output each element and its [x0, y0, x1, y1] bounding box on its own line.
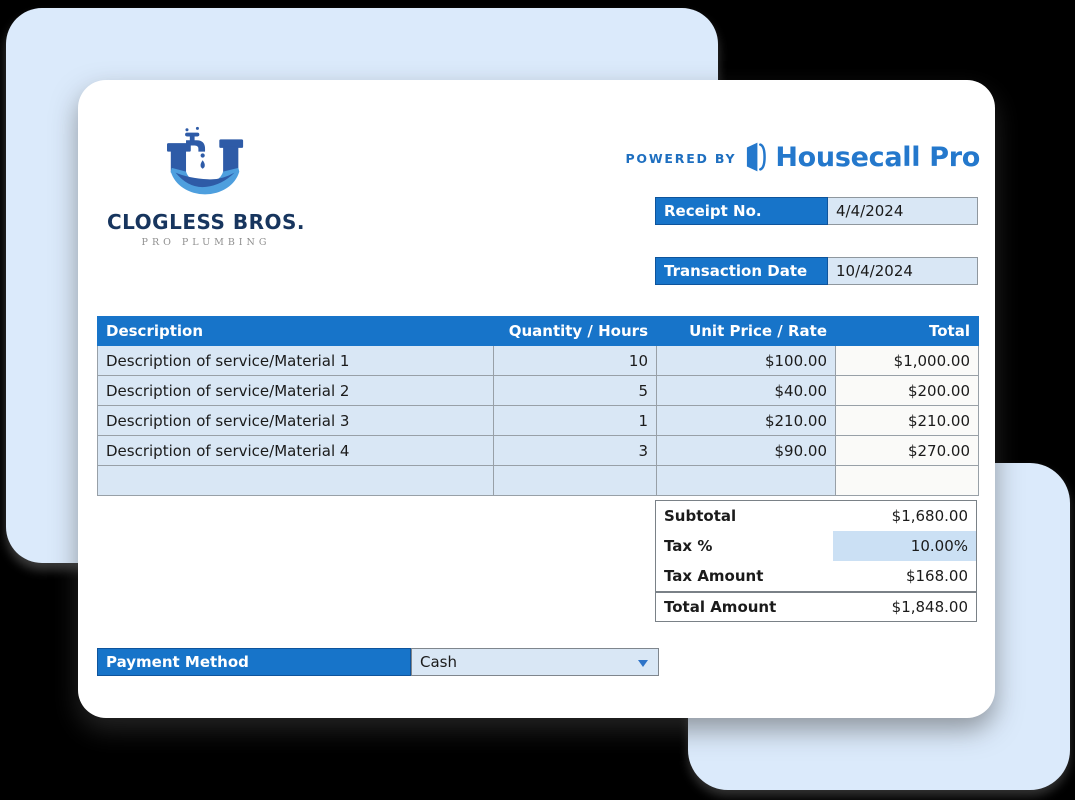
tax-percent-label: Tax %: [664, 537, 713, 555]
cell-description[interactable]: [97, 465, 494, 496]
transaction-date-row: Transaction Date 10/4/2024: [655, 257, 978, 285]
cell-total[interactable]: $210.00: [835, 405, 979, 436]
table-row: Description of service/Material 4 3 $90.…: [97, 435, 979, 466]
company-logo: CLOGLESS BROS. PRO PLUMBING: [100, 126, 312, 248]
cell-description[interactable]: Description of service/Material 2: [97, 375, 494, 406]
cell-quantity[interactable]: 3: [493, 435, 657, 466]
door-icon: [747, 142, 767, 172]
payment-method-dropdown[interactable]: Cash: [411, 648, 659, 676]
header-description: Description: [97, 316, 494, 346]
cell-unit-price[interactable]: [656, 465, 836, 496]
cell-unit-price[interactable]: $100.00: [656, 345, 836, 376]
cell-quantity[interactable]: 1: [493, 405, 657, 436]
powered-by-badge: POWERED BY Housecall Pro: [625, 140, 980, 174]
chevron-down-icon[interactable]: [638, 660, 648, 667]
tax-amount-row: Tax Amount $168.00: [656, 561, 976, 591]
cell-total[interactable]: $1,000.00: [835, 345, 979, 376]
receipt-number-value[interactable]: 4/4/2024: [828, 197, 978, 225]
company-name: CLOGLESS BROS.: [106, 210, 306, 234]
company-tagline: PRO PLUMBING: [141, 237, 271, 248]
powered-by-label: POWERED BY: [625, 151, 737, 166]
cell-unit-price[interactable]: $210.00: [656, 405, 836, 436]
cell-quantity[interactable]: 5: [493, 375, 657, 406]
cell-total[interactable]: $270.00: [835, 435, 979, 466]
transaction-date-label: Transaction Date: [655, 257, 828, 285]
subtotal-label: Subtotal: [664, 507, 737, 525]
total-amount-value: $1,848.00: [891, 598, 968, 616]
subtotal-row: Subtotal $1,680.00: [656, 501, 976, 531]
table-header-row: Description Quantity / Hours Unit Price …: [97, 316, 979, 346]
total-amount-label: Total Amount: [664, 598, 777, 616]
table-row-empty: [97, 465, 979, 496]
subtotal-value: $1,680.00: [891, 507, 968, 525]
cell-quantity[interactable]: 10: [493, 345, 657, 376]
cell-unit-price[interactable]: $90.00: [656, 435, 836, 466]
cell-quantity[interactable]: [493, 465, 657, 496]
header-quantity: Quantity / Hours: [493, 316, 657, 346]
u-pipe-faucet-icon: [167, 126, 244, 195]
line-items-table: Description Quantity / Hours Unit Price …: [97, 316, 979, 496]
summary-box: Subtotal $1,680.00 Tax % 10.00% Tax Amou…: [655, 500, 977, 622]
receipt-number-row: Receipt No. 4/4/2024: [655, 197, 978, 225]
tax-percent-row: Tax % 10.00%: [656, 531, 976, 561]
header-total: Total: [835, 316, 979, 346]
table-row: Description of service/Material 1 10 $10…: [97, 345, 979, 376]
tax-amount-label: Tax Amount: [664, 567, 764, 585]
cell-total[interactable]: [835, 465, 979, 496]
table-row: Description of service/Material 2 5 $40.…: [97, 375, 979, 406]
cell-unit-price[interactable]: $40.00: [656, 375, 836, 406]
cell-description[interactable]: Description of service/Material 1: [97, 345, 494, 376]
receipt-card: CLOGLESS BROS. PRO PLUMBING POWERED BY H…: [78, 80, 995, 718]
powered-by-brand: Housecall Pro: [775, 141, 980, 173]
transaction-date-value[interactable]: 10/4/2024: [828, 257, 978, 285]
cell-description[interactable]: Description of service/Material 3: [97, 405, 494, 436]
cell-total[interactable]: $200.00: [835, 375, 979, 406]
cell-description[interactable]: Description of service/Material 4: [97, 435, 494, 466]
tax-percent-value[interactable]: 10.00%: [833, 531, 976, 561]
receipt-number-label: Receipt No.: [655, 197, 828, 225]
payment-method-value: Cash: [420, 653, 457, 671]
tax-amount-value: $168.00: [905, 567, 968, 585]
payment-method-label: Payment Method: [97, 648, 411, 676]
header-unit-price: Unit Price / Rate: [656, 316, 836, 346]
table-row: Description of service/Material 3 1 $210…: [97, 405, 979, 436]
total-amount-row: Total Amount $1,848.00: [656, 591, 976, 621]
